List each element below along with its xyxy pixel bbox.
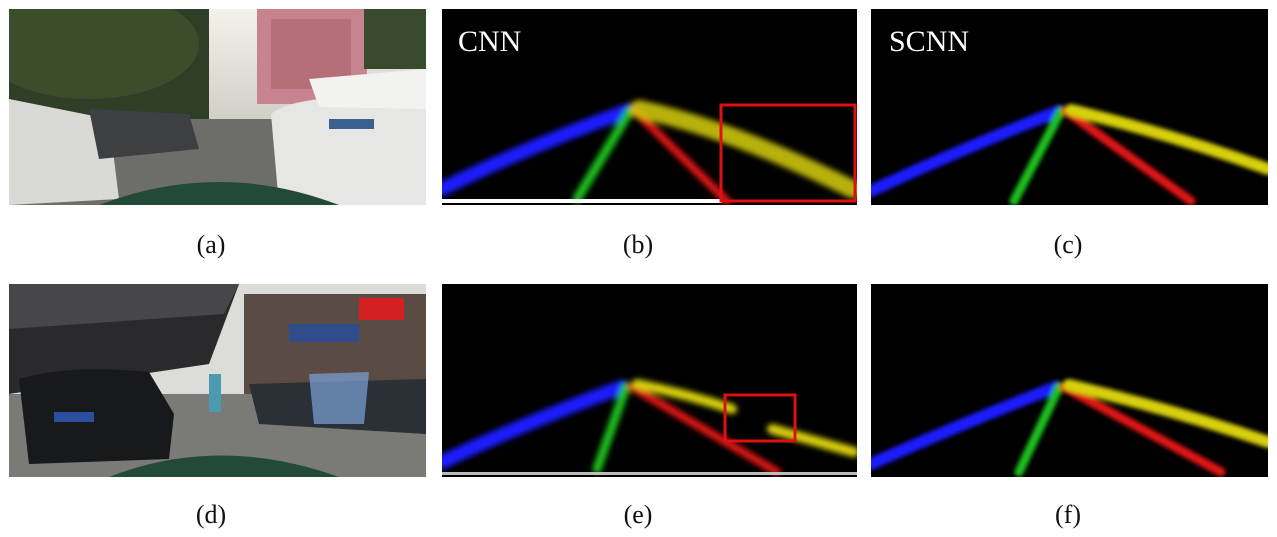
lane-1-mark — [871, 381, 1062, 470]
lane-map-b: CNN — [442, 9, 857, 205]
caption-d: (d) — [195, 500, 227, 529]
lane-4-mark — [1063, 379, 1268, 448]
lane-1-mark — [442, 380, 629, 469]
lane-1-mark — [871, 105, 1065, 197]
lane-4-mark — [632, 379, 737, 414]
lane-map-c: SCNN — [871, 9, 1268, 205]
lane-map-f — [871, 284, 1268, 477]
street-photo-a — [9, 9, 426, 205]
lane-2-mark — [1009, 106, 1066, 205]
panel-d-street-photo — [9, 284, 426, 477]
street-photo-d — [9, 284, 426, 477]
highlight-box — [723, 393, 797, 443]
highlight-box — [719, 103, 857, 203]
lane-4-mark — [1065, 104, 1268, 175]
lane-2-mark — [1014, 382, 1064, 477]
lane-3-mark — [631, 107, 731, 205]
panel-e-cnn-lanes — [442, 284, 857, 477]
panel-b-cnn-lanes: CNN — [442, 9, 857, 205]
lane-map-e — [442, 284, 857, 477]
lane-3-mark — [628, 383, 781, 476]
caption-c: (c) — [1053, 230, 1083, 259]
lane-2-mark — [592, 382, 631, 474]
caption-b: (b) — [622, 230, 654, 259]
lane-3-mark — [1059, 382, 1226, 477]
lane-4-mark-far — [767, 424, 857, 457]
caption-a: (a) — [196, 230, 226, 259]
caption-e: (e) — [623, 500, 653, 529]
panel-a-street-photo — [9, 9, 426, 205]
panel-f-scnn-lanes — [871, 284, 1268, 477]
panel-c-scnn-lanes: SCNN — [871, 9, 1268, 205]
lane-2-mark — [572, 106, 635, 204]
panel-title: SCNN — [889, 25, 969, 58]
lane-3-mark — [1061, 106, 1196, 205]
lane-4-mark — [630, 100, 857, 198]
caption-f: (f) — [1055, 500, 1081, 529]
panel-title: CNN — [458, 25, 521, 58]
lane-1-mark — [442, 104, 634, 196]
